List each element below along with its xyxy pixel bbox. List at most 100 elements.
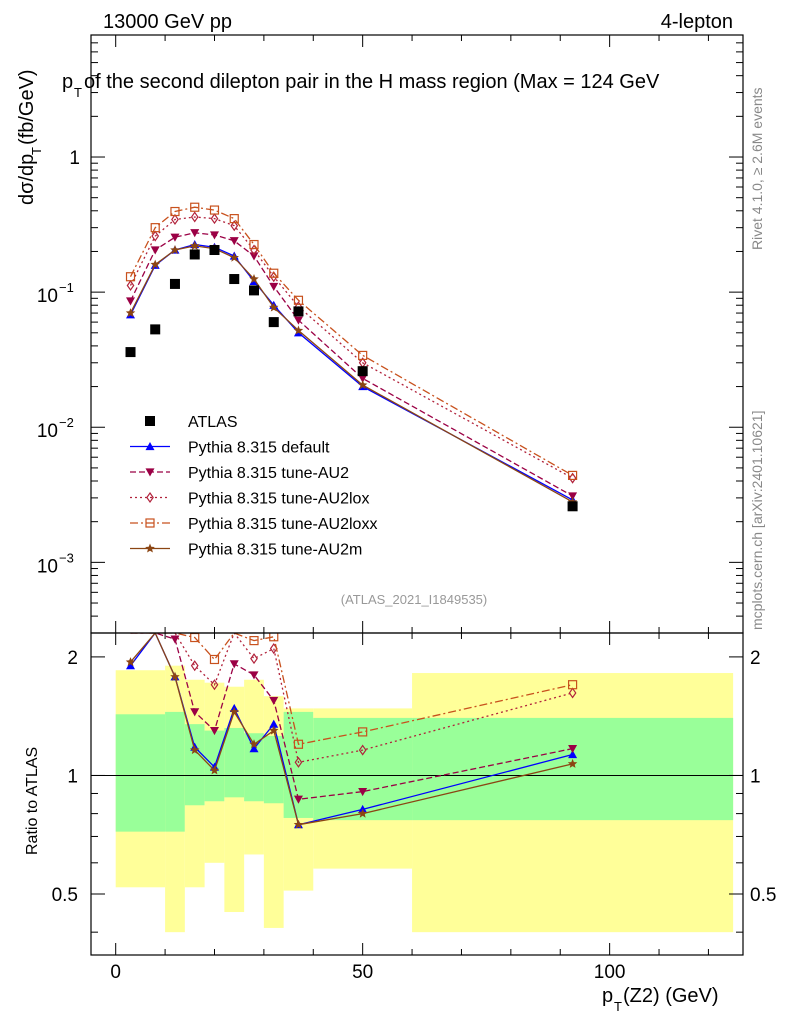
- analysis-watermark: (ATLAS_2021_I1849535): [341, 592, 487, 607]
- y-tick-label-2: 10 −2: [37, 415, 74, 442]
- y-tick-label-0: 1: [69, 148, 80, 169]
- series-2-point-3: [190, 211, 199, 223]
- legend-label-3: Pythia 8.315 tune-AU2lox: [188, 491, 369, 508]
- ratio-2-point-6: [250, 653, 258, 665]
- data-point-7: [268, 317, 279, 328]
- series-3-point-8: [293, 295, 304, 305]
- title-rest: of the second dilepton pair in the H mas…: [84, 71, 660, 93]
- legend-label-4: Pythia 8.315 tune-AU2loxx: [188, 516, 377, 533]
- data-point-8: [293, 306, 304, 317]
- series-1-point-4: [209, 231, 219, 240]
- legend-marker-4: [145, 518, 155, 528]
- series-3-point-6: [249, 239, 259, 250]
- y-tick-label-1: 10 −1: [37, 280, 74, 307]
- y-tick-label-3: 10 −3: [37, 550, 74, 577]
- series-3-point-5: [229, 214, 239, 224]
- series-3-point-3: [190, 202, 200, 212]
- series-4-point-7: [269, 302, 279, 312]
- y-axis-title: dσ/dp T (fb/GeV): [16, 69, 44, 205]
- data-point-10: [567, 501, 578, 512]
- ratio-4-point-6: [249, 739, 259, 749]
- series-2-point-1: [151, 230, 160, 242]
- band-inner-9: [412, 717, 734, 821]
- title-p: p: [62, 71, 73, 93]
- series-line-0: [129, 243, 573, 501]
- series-1-point-10: [568, 492, 578, 501]
- x-tick-label-0: 0: [110, 962, 121, 983]
- ratio-1-point-10: [568, 744, 578, 754]
- legend-label-1: Pythia 8.315 default: [188, 440, 330, 457]
- legend-marker-1: [145, 442, 155, 451]
- ratio-4-point-4: [209, 765, 220, 775]
- series-3-point-10: [567, 470, 578, 481]
- ratio-tick-label-right-1: 1: [750, 766, 761, 787]
- y-tick-base-3: 10: [37, 556, 58, 577]
- series-3-point-9: [358, 350, 368, 361]
- data-point-6: [249, 285, 259, 296]
- series-4-point-5: [229, 252, 239, 262]
- legend-marker-3: [146, 491, 154, 504]
- data-point-9: [357, 366, 368, 377]
- x-tick-label-2: 100: [594, 962, 626, 983]
- series-1-point-6: [249, 252, 259, 261]
- y-tick-exp-1: −1: [59, 280, 74, 295]
- band-inner-4: [224, 727, 245, 798]
- ratio-frame: [90, 632, 744, 956]
- ratio-4-point-9: [357, 808, 368, 818]
- ratio-0-point-10: [568, 750, 578, 759]
- y-tick-base-0: 1: [69, 148, 80, 169]
- main-plot-layer: [125, 202, 578, 512]
- series-4-point-2: [170, 245, 180, 255]
- ratio-1-point-8: [293, 795, 303, 804]
- band-inner-2: [184, 724, 205, 806]
- x-axis-title: p T (Z2) (GeV): [602, 985, 719, 1014]
- series-line-3: [129, 206, 573, 476]
- series-3-point-2: [170, 206, 180, 217]
- series-1-point-3: [190, 229, 200, 238]
- y-tick-base-1: 10: [37, 286, 58, 307]
- series-4-point-3: [190, 240, 200, 250]
- mcplots-source-label: mcplots.cern.ch [arXiv:2401.10621]: [749, 411, 765, 630]
- ratio-1-point-3: [190, 708, 200, 717]
- rivet-version-label: Rivet 4.1.0, ≥ 2.6M events: [749, 87, 765, 250]
- ratio-3-point-4: [209, 654, 220, 665]
- data-point-3: [189, 249, 200, 260]
- ratio-1-point-4: [209, 726, 219, 736]
- series-1-point-1: [150, 246, 160, 255]
- ylabel-unit: (fb/GeV): [16, 69, 38, 145]
- series-3-point-4: [209, 205, 220, 215]
- ratio-tick-label-left-0: 0.5: [52, 885, 78, 906]
- series-4-point-9: [357, 380, 368, 390]
- ratio-line-3: [130, 633, 573, 746]
- ratio-4-point-7: [269, 725, 279, 735]
- ratio-3-point-9: [358, 727, 368, 737]
- ratio-1-point-7: [269, 696, 279, 705]
- y-tick-exp-2: −2: [59, 415, 74, 430]
- ratio-2-point-10: [568, 687, 577, 699]
- ratio-0-point-7: [269, 719, 279, 728]
- ratio-4-point-8: [293, 819, 304, 829]
- xlabel-p: p: [602, 985, 613, 1007]
- ratio-tick-label-right-0: 0.5: [750, 885, 776, 906]
- energy-label: 13000 GeV pp: [103, 11, 232, 33]
- data-point-4: [209, 245, 220, 256]
- series-2-point-4: [210, 213, 219, 225]
- ratio-3-point-8: [293, 739, 304, 749]
- ratio-1-point-9: [358, 787, 368, 797]
- ylabel-sub: T: [29, 147, 44, 155]
- ratio-3-point-6: [249, 636, 259, 646]
- series-3-point-1: [150, 223, 160, 233]
- data-point-5: [229, 274, 240, 285]
- series-3-point-0: [125, 272, 136, 282]
- legend-marker-2: [145, 468, 155, 477]
- title-sub: T: [74, 85, 82, 100]
- y-tick-base-2: 10: [37, 421, 58, 442]
- legend-label-0: ATLAS: [188, 414, 238, 431]
- legend: ATLAS Pythia 8.315 default Pythia 8.315 tu…: [130, 414, 377, 559]
- ratio-uncertainty-bands: [115, 665, 734, 933]
- series-4-point-0: [125, 308, 136, 318]
- channel-label: 4-lepton: [661, 11, 733, 33]
- ratio-4-point-3: [190, 745, 200, 755]
- series-1-point-7: [269, 282, 279, 292]
